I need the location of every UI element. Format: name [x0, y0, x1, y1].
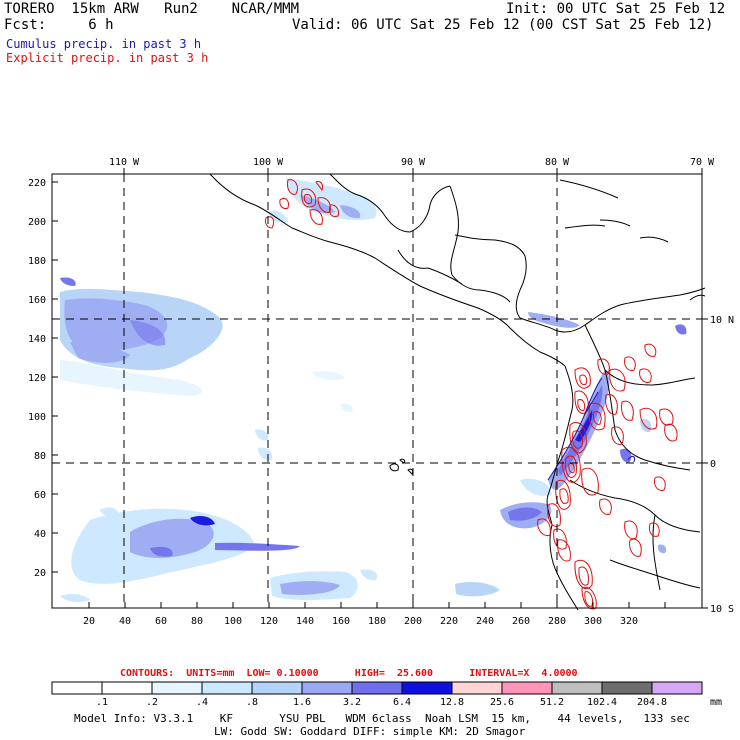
- colorbar-swatch: [101, 681, 153, 695]
- y-tick-label: 160: [28, 295, 46, 306]
- lat-label-10s: 10 S: [710, 604, 734, 615]
- colorbar-label: 1.6: [293, 697, 311, 708]
- lat-label-0: 0: [710, 459, 716, 470]
- lat-label-10n: 10 N: [710, 315, 734, 326]
- colorbar-label: 3.2: [343, 697, 361, 708]
- x-tick-label: 140: [296, 616, 314, 627]
- y-tick-label: 60: [34, 490, 46, 501]
- colorbar-swatch: [451, 681, 503, 695]
- colorbar-swatch: [251, 681, 303, 695]
- x-tick-label: 200: [404, 616, 422, 627]
- x-tick-label: 260: [512, 616, 530, 627]
- coastlines: [209, 173, 706, 611]
- colorbar-swatch: [551, 681, 603, 695]
- x-tick-label: 240: [476, 616, 494, 627]
- y-tick-label: 100: [28, 412, 46, 423]
- x-tick-label: 120: [260, 616, 278, 627]
- lon-label-70w: 70 W: [690, 157, 715, 168]
- explicit-label: Explicit precip. in past 3 h: [6, 51, 209, 65]
- colorbar-label: 51.2: [540, 697, 564, 708]
- colorbar-swatch: [351, 681, 403, 695]
- forecast-hour: Fcst: 6 h: [4, 17, 114, 33]
- colorbar-label: 102.4: [587, 697, 617, 708]
- colorbar: [51, 681, 703, 695]
- init-time: Init: 00 UTC Sat 25 Feb 12: [506, 1, 726, 17]
- colorbar-label: 204.8: [637, 697, 667, 708]
- colorbar-swatch: [401, 681, 453, 695]
- x-tick-label: 20: [83, 616, 95, 627]
- y-tick-label: 140: [28, 334, 46, 345]
- colorbar-label: 25.6: [490, 697, 514, 708]
- y-tick-label: 120: [28, 373, 46, 384]
- y-tick-label: 20: [34, 568, 46, 579]
- x-tick-label: 180: [368, 616, 386, 627]
- y-tick-label: 220: [28, 178, 46, 189]
- lon-label-100w: 100 W: [253, 157, 284, 168]
- colorbar-swatch: [151, 681, 203, 695]
- y-tick-label: 180: [28, 256, 46, 267]
- colorbar-swatch: [601, 681, 653, 695]
- title-line: TORERO 15km ARW Run2 NCAR/MMM: [4, 1, 300, 17]
- lon-label-90w: 90 W: [401, 157, 426, 168]
- colorbar-label: .1: [96, 697, 108, 708]
- colorbar-label: .4: [196, 697, 208, 708]
- lon-label-110w: 110 W: [109, 157, 140, 168]
- explicit-precip-contours: [265, 179, 678, 610]
- colorbar-label: 6.4: [393, 697, 411, 708]
- colorbar-label: 12.8: [440, 697, 464, 708]
- y-tick-label: 80: [34, 451, 46, 462]
- x-tick-label: 220: [440, 616, 458, 627]
- x-tick-label: 80: [191, 616, 203, 627]
- x-tick-label: 280: [548, 616, 566, 627]
- colorbar-swatch: [501, 681, 553, 695]
- colorbar-swatch: [651, 681, 703, 695]
- model-info-line1: Model Info: V3.3.1 KF YSU PBL WDM 6class…: [74, 712, 690, 725]
- x-tick-label: 300: [584, 616, 602, 627]
- tick-marks: [52, 168, 708, 609]
- contour-info: CONTOURS: UNITS=mm LOW= 0.10000 HIGH= 25…: [120, 668, 578, 679]
- lon-label-80w: 80 W: [545, 157, 570, 168]
- x-tick-label: 60: [155, 616, 167, 627]
- cumulus-label: Cumulus precip. in past 3 h: [6, 37, 202, 51]
- model-info-line2: LW: Godd SW: Goddard DIFF: simple KM: 2D…: [214, 725, 526, 738]
- valid-time: Valid: 06 UTC Sat 25 Feb 12 (00 CST Sat …: [292, 17, 714, 33]
- x-tick-label: 40: [119, 616, 131, 627]
- colorbar-label: .8: [246, 697, 258, 708]
- x-tick-label: 320: [620, 616, 638, 627]
- lat-lon-grid: [52, 174, 702, 608]
- x-tick-label: 160: [332, 616, 350, 627]
- colorbar-label: .2: [146, 697, 158, 708]
- cumulus-precip-contours: [547, 377, 635, 481]
- cumulus-precip-shading: [60, 178, 687, 603]
- colorbar-swatch: [201, 681, 253, 695]
- colorbar-swatch: [51, 681, 103, 695]
- colorbar-swatch: [301, 681, 353, 695]
- x-tick-label: 100: [224, 616, 242, 627]
- y-tick-label: 40: [34, 529, 46, 540]
- colorbar-unit: mm: [710, 697, 722, 708]
- y-tick-label: 200: [28, 217, 46, 228]
